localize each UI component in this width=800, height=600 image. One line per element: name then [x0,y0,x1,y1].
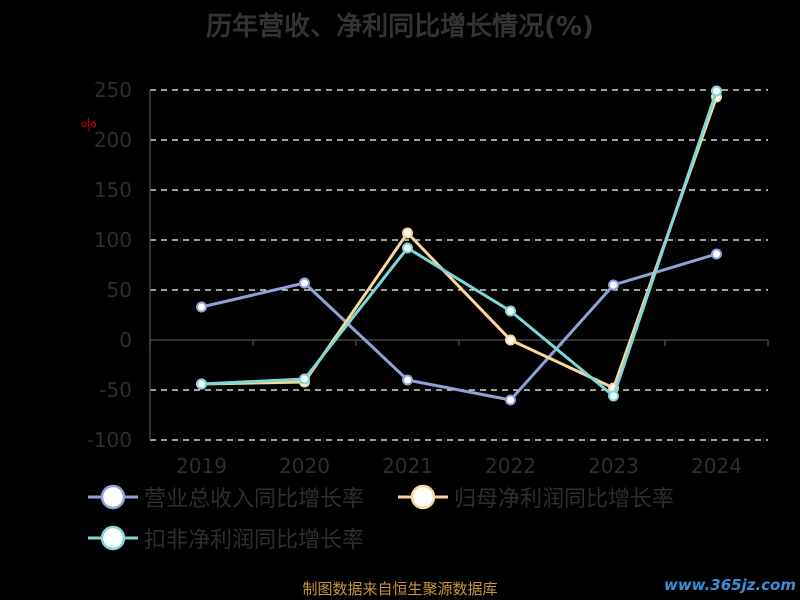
y-tick-label: -100 [87,428,132,452]
legend-swatch-icon [88,484,138,510]
series-lines [196,85,722,406]
y-tick-label: 0 [119,328,132,352]
chart-title: 历年营收、净利同比增长情况(%) [206,12,594,42]
data-point [711,85,722,97]
data-point [608,279,619,291]
data-point [505,305,516,317]
watermark-text: www.365jz.com [663,576,796,594]
data-point [505,334,516,346]
data-point [196,301,207,313]
data-point [196,378,207,390]
x-tick-label: 2022 [485,454,536,478]
legend-label: 营业总收入同比增长率 [144,487,365,512]
data-point [402,227,413,239]
legend-label: 归母净利润同比增长率 [454,487,675,512]
data-point [402,374,413,386]
series-line [201,252,717,402]
y-tick-label: 150 [94,178,132,202]
y-tick-label: 200 [94,128,132,152]
legend-label: 扣非净利润同比增长率 [144,528,365,553]
series-2 [196,91,722,394]
data-point [299,373,310,385]
data-source-note: 制图数据来自恒生聚源数据库 [302,580,498,598]
data-point [711,248,722,260]
y-tick-label: -50 [99,378,132,402]
series-3 [196,85,722,402]
y-tick-label: 100 [94,228,132,252]
axes: 250 200 150 100 50 0 -50 -100 2019 2020 2021 2022 20… [87,78,769,478]
x-tick-label: 2024 [691,454,742,478]
y-tick-label: 250 [94,78,132,102]
x-tick-label: 2019 [176,454,227,478]
data-point [608,390,619,402]
data-point [402,242,413,254]
legend-item[interactable]: 扣非净利润同比增长率 [88,522,364,554]
series-1 [196,248,722,406]
legend-swatch-icon [398,484,448,510]
legend-item[interactable]: 营业总收入同比增长率 [88,481,364,513]
legend-swatch-icon [88,525,138,551]
data-point [299,277,310,289]
legend-item[interactable]: 归母净利润同比增长率 [398,481,674,513]
y-tick-label: 50 [107,278,132,302]
series-line [201,90,718,398]
series-line [201,96,718,390]
x-tick-label: 2020 [279,454,330,478]
x-tick-label: 2021 [382,454,433,478]
x-tick-label: 2023 [588,454,639,478]
data-point [505,394,516,406]
